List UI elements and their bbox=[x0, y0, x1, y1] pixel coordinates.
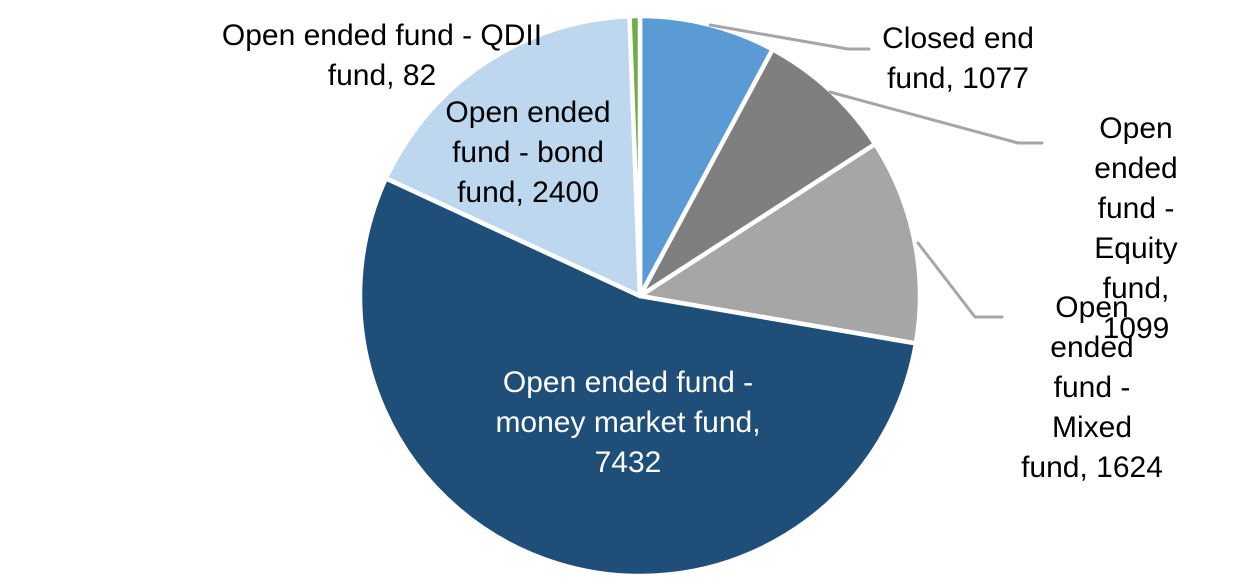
pie-slice-open-ended-mixed-fund bbox=[637, 141, 923, 346]
label-open-ended-money-market-fund: Open ended fund - money market fund, 743… bbox=[495, 366, 761, 479]
label-closed-end-fund: Closed end fund, 1077 bbox=[882, 22, 1034, 95]
leader-line-closed-end-fund bbox=[708, 23, 871, 51]
label-open-ended-mixed-fund: Open ended fund - Mixed fund, 1624 bbox=[1021, 291, 1163, 484]
pie-slice-open-ended-bond-fund bbox=[383, 13, 643, 299]
pie-slice-open-ended-money-market-fund bbox=[357, 176, 919, 579]
pie-slice-open-ended-qdii-fund bbox=[627, 13, 643, 299]
label-open-ended-bond-fund: Open ended fund - bond fund, 2400 bbox=[445, 96, 611, 209]
pie-slice-closed-end-fund bbox=[637, 13, 775, 299]
pie-slices bbox=[357, 13, 923, 579]
leader-line-open-ended-mixed-fund bbox=[916, 241, 1004, 319]
label-open-ended-qdii-fund: Open ended fund - QDII fund, 82 bbox=[221, 19, 543, 92]
pie-slice-open-ended-equity-fund bbox=[637, 47, 878, 299]
leader-line-open-ended-equity-fund bbox=[828, 90, 1044, 145]
label-open-ended-equity-fund: Open ended fund - Equity fund, 1099 bbox=[1094, 112, 1178, 345]
leader-lines bbox=[708, 23, 1044, 319]
